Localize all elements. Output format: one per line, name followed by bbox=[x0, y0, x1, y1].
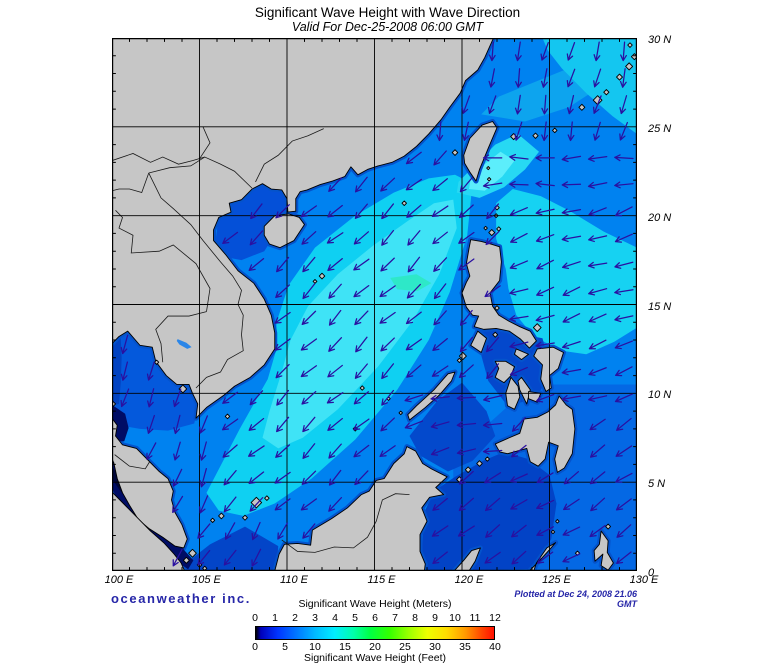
graticule-grid bbox=[112, 38, 637, 571]
colorbar-meters-tick: 5 bbox=[352, 612, 358, 624]
colorbar-meters-tick: 6 bbox=[372, 612, 378, 624]
colorbar-meters-tick: 1 bbox=[272, 612, 278, 624]
colorbar-feet-tick: 15 bbox=[339, 641, 351, 653]
lat-tick-label: 25 N bbox=[648, 122, 672, 135]
lat-tick-label: 5 N bbox=[648, 478, 666, 491]
lon-tick-label: 100 E bbox=[104, 574, 134, 586]
colorbar-meters-tick: 0 bbox=[252, 612, 258, 624]
colorbar-meters-tick: 12 bbox=[489, 612, 501, 624]
colorbar-meters-tick: 10 bbox=[449, 612, 461, 624]
colorbar-feet-tick: 10 bbox=[309, 641, 321, 653]
colorbar-feet-tick: 0 bbox=[252, 641, 258, 653]
lon-tick-label: 105 E bbox=[192, 574, 221, 586]
colorbar-feet-tick: 25 bbox=[399, 641, 411, 653]
colorbar-feet-tick: 30 bbox=[429, 641, 441, 653]
colorbar-feet-title: Significant Wave Height (Feet) bbox=[303, 652, 446, 664]
figure-subtitle: Valid For Dec-25-2008 06:00 GMT bbox=[291, 20, 484, 34]
degree-tick-marks bbox=[112, 38, 637, 571]
colorbar-meters-title: Significant Wave Height (Meters) bbox=[298, 598, 452, 610]
colorbar-feet-tick: 35 bbox=[459, 641, 471, 653]
lat-tick-label: 30 N bbox=[648, 34, 672, 46]
colorbar-feet-tick: 40 bbox=[489, 641, 501, 653]
colorbar-meters-tick: 7 bbox=[392, 612, 398, 624]
colorbar-meters-tick: 2 bbox=[292, 612, 298, 624]
colorbar-meters-tick: 11 bbox=[469, 612, 481, 624]
oceanweather-credit: oceanweather inc. bbox=[111, 591, 251, 606]
colorbar-feet-tick: 5 bbox=[282, 641, 288, 653]
lat-tick-label: 10 N bbox=[648, 389, 672, 402]
tonle-sap-lake bbox=[176, 339, 192, 349]
colorbar-meters-tick: 8 bbox=[412, 612, 418, 624]
country-border-layer bbox=[112, 127, 410, 553]
land-layer bbox=[112, 38, 637, 571]
lon-tick-label: 110 E bbox=[280, 574, 308, 586]
figure-title: Significant Wave Height with Wave Direct… bbox=[254, 5, 521, 20]
lon-tick-label: 115 E bbox=[367, 574, 396, 586]
map-plot bbox=[112, 38, 637, 571]
lat-tick-label: 20 N bbox=[648, 211, 672, 224]
colorbar-gradient bbox=[255, 626, 495, 640]
plotted-at-note: Plotted at Dec 24, 2008 21.06 GMT bbox=[514, 589, 637, 609]
colorbar-feet-tick: 20 bbox=[369, 641, 381, 653]
lat-tick-label: 15 N bbox=[648, 300, 672, 313]
colorbar-meters-tick: 9 bbox=[432, 612, 438, 624]
lat-tick-label: 0 bbox=[648, 567, 655, 579]
lon-tick-label: 130 E bbox=[629, 574, 659, 586]
lon-tick-label: 125 E bbox=[542, 574, 571, 586]
colorbar-meters-tick: 4 bbox=[332, 612, 338, 624]
lon-tick-label: 120 E bbox=[454, 574, 484, 586]
colorbar-meters-tick: 3 bbox=[312, 612, 318, 624]
wave-direction-arrows bbox=[121, 42, 633, 566]
